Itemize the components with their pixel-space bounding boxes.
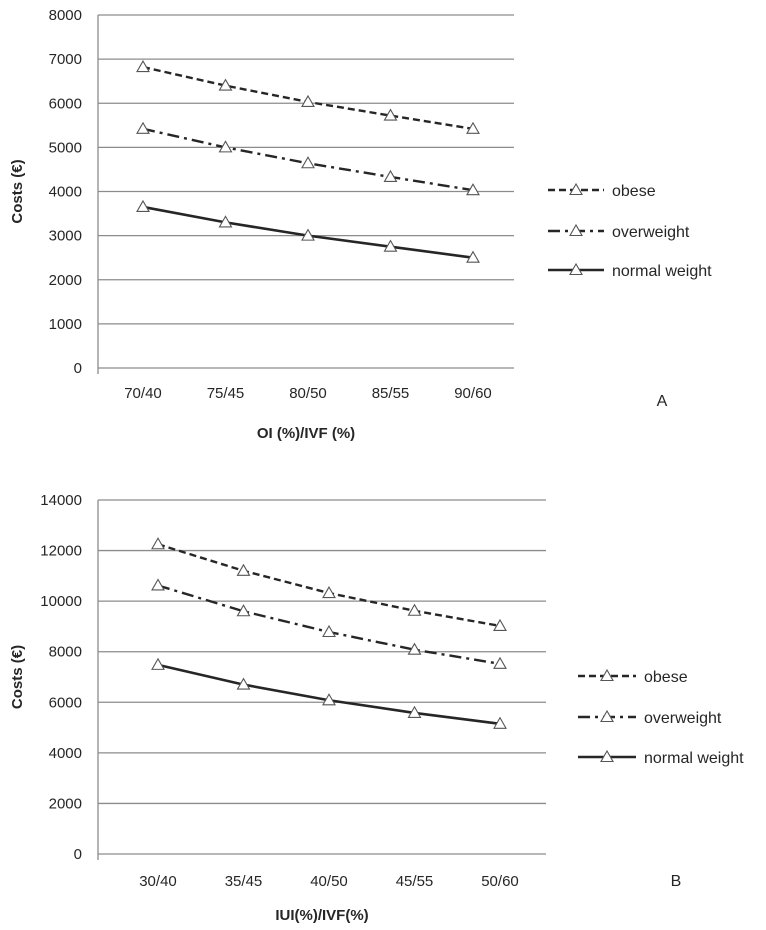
data-point-obese <box>407 603 422 616</box>
series-line-obese <box>157 543 501 628</box>
data-point-normal-weight <box>136 199 150 212</box>
data-point-overweight <box>383 169 398 182</box>
data-point-normal-weight <box>218 215 233 228</box>
data-point-normal-weight <box>236 677 251 690</box>
x-axis-title: OI (%)/IVF (%) <box>257 425 355 442</box>
data-point-normal-weight <box>322 693 336 706</box>
x-tick-label: 75/45 <box>207 385 245 402</box>
data-point-normal-weight <box>301 228 315 241</box>
data-point-overweight <box>466 183 480 196</box>
data-point-normal-weight <box>407 705 422 718</box>
x-tick-label: 85/55 <box>372 385 410 402</box>
data-point-normal-weight <box>151 657 165 670</box>
legend-marker-normal-weight <box>569 262 583 276</box>
data-point-normal-weight <box>383 239 398 252</box>
y-tick-label: 3000 <box>49 228 82 245</box>
data-point-obese <box>236 563 251 576</box>
x-tick-label: 90/60 <box>454 385 492 402</box>
data-point-obese <box>151 537 165 550</box>
y-tick-label: 10000 <box>40 593 82 610</box>
x-tick-label: 30/40 <box>139 873 177 890</box>
y-axis-title: Costs (€) <box>9 159 26 223</box>
legend-marker-overweight <box>569 223 583 237</box>
data-point-overweight <box>236 604 251 617</box>
data-point-overweight <box>151 578 165 591</box>
data-point-obese <box>136 59 150 73</box>
y-tick-label: 6000 <box>49 95 82 112</box>
data-point-obese <box>383 108 398 121</box>
y-tick-label: 12000 <box>40 543 82 560</box>
y-tick-label: 6000 <box>49 694 82 711</box>
y-tick-label: 8000 <box>49 644 82 661</box>
y-axis-title: Costs (€) <box>9 645 26 709</box>
data-point-normal-weight <box>466 250 480 263</box>
x-axis-title: IUI(%)/IVF(%) <box>275 907 368 924</box>
panel-label: A <box>657 393 668 410</box>
data-point-overweight <box>493 656 507 669</box>
legend-label-normal-weight: normal weight <box>644 750 744 767</box>
panel-label: B <box>671 873 682 890</box>
data-point-overweight <box>322 624 336 638</box>
x-tick-label: 70/40 <box>124 385 162 402</box>
y-tick-label: 14000 <box>40 492 82 509</box>
y-tick-label: 5000 <box>49 139 82 156</box>
y-tick-label: 1000 <box>49 316 82 333</box>
legend-label-normal-weight: normal weight <box>612 263 712 280</box>
data-point-overweight <box>136 121 150 134</box>
x-tick-label: 35/45 <box>225 873 263 890</box>
data-point-obese <box>218 78 233 91</box>
y-tick-label: 0 <box>74 360 82 377</box>
data-point-obese <box>466 121 480 134</box>
x-tick-label: 50/60 <box>481 873 519 890</box>
legend-marker-normal-weight <box>600 749 614 763</box>
chart-panel-b: 0 2000 4000 6000 8000 10000 12000 14000 30/40 35/… <box>9 492 744 924</box>
legend-marker-obese <box>600 668 614 682</box>
data-point-obese <box>322 585 336 599</box>
y-tick-label: 4000 <box>49 184 82 201</box>
data-point-obese <box>301 94 315 107</box>
legend-label-obese: obese <box>612 183 656 200</box>
data-point-overweight <box>407 642 422 655</box>
data-point-overweight <box>218 140 233 153</box>
data-point-overweight <box>301 156 315 169</box>
x-tick-label: 45/55 <box>396 873 434 890</box>
legend-marker-overweight <box>600 709 614 723</box>
data-point-normal-weight <box>493 716 507 729</box>
x-tick-label: 40/50 <box>310 873 348 890</box>
y-tick-label: 4000 <box>49 745 82 762</box>
y-tick-label: 7000 <box>49 51 82 68</box>
data-point-obese <box>493 618 507 631</box>
y-tick-label: 8000 <box>49 7 82 24</box>
legend-marker-obese <box>569 182 583 196</box>
y-tick-label: 2000 <box>49 272 82 289</box>
legend-label-obese: obese <box>644 669 688 686</box>
x-tick-label: 80/50 <box>289 385 327 402</box>
chart-panel-a: 0 1000 2000 3000 4000 5000 6000 7000 8000 70/40 75… <box>9 7 712 442</box>
legend-label-overweight: overweight <box>612 224 690 241</box>
y-tick-label: 0 <box>74 846 82 863</box>
legend-label-overweight: overweight <box>644 710 722 727</box>
y-tick-label: 2000 <box>49 795 82 812</box>
